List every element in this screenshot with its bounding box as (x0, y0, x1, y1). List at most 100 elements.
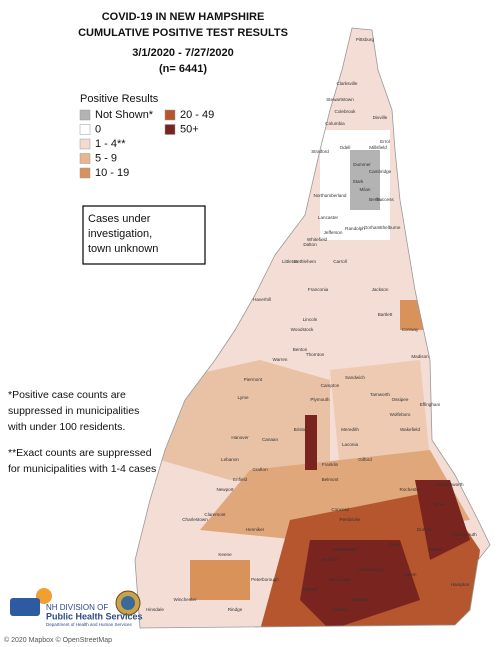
box-line: town unknown (88, 243, 158, 255)
town-label: Columbia (325, 121, 345, 126)
town-label: Franklin (322, 462, 339, 467)
town-label: Lancaster (318, 215, 339, 220)
town-label: Charlestown (182, 517, 208, 522)
box-line: Cases under (88, 213, 151, 225)
box-text: Cases under investigation, town unknown (88, 213, 158, 255)
legend-label: Not Shown* (95, 109, 154, 121)
town-label: Somersworth (436, 482, 464, 487)
town-label: Franconia (308, 287, 329, 292)
logo-line: Public Health Services (46, 611, 143, 621)
town-label: Conway (402, 327, 419, 332)
town-label: Tamworth (370, 392, 390, 397)
legend-title: Positive Results (80, 93, 159, 105)
town-label: Shelburne (380, 225, 401, 230)
town-label: Canaan (262, 437, 279, 442)
town-label: Grafton (252, 467, 268, 472)
town-label: Salem (403, 572, 416, 577)
notes: *Positive case counts are suppressed in m… (7, 389, 156, 475)
town-label: Berlin (369, 197, 381, 202)
town-label: Bristol (294, 427, 307, 432)
town-label: Manchester (333, 547, 357, 552)
town-label: Pembroke (340, 517, 361, 522)
town-label: Jackson (372, 287, 389, 292)
town-label: Henniker (246, 527, 265, 532)
town-label: Pittsburg (356, 37, 375, 42)
town-label: Carroll (333, 259, 347, 264)
town-label: Rindge (228, 607, 243, 612)
town-label: Gilford (358, 457, 372, 462)
town-label: Bedford (322, 557, 339, 562)
town-label: Portsmouth (453, 532, 477, 537)
town-label: Peterborough (251, 577, 279, 582)
town-label: Cambridge (369, 169, 392, 174)
town-label: Gorham (364, 225, 381, 230)
town-label: Rochester (400, 487, 421, 492)
legend-swatch (79, 138, 91, 150)
town-label: Meredith (341, 427, 359, 432)
town-label: Colebrook (335, 109, 357, 114)
town-label: Dummer (353, 162, 371, 167)
town-label: Milford (303, 587, 317, 592)
town-label: Winchester (174, 597, 197, 602)
town-label: Wolfeboro (390, 412, 411, 417)
title-line: 3/1/2020 - 7/27/2020 (132, 47, 234, 59)
logo-line: Department of Health and Human Services (46, 622, 133, 627)
note-line: with under 100 residents. (7, 421, 125, 433)
legend: Positive Results Not Shown* 0 1 - 4** 5 - 9… (79, 93, 214, 179)
town-label: Hampton (451, 582, 470, 587)
town-label: Errol (380, 139, 390, 144)
town-label: Lincoln (303, 317, 318, 322)
town-label: Keene (218, 552, 232, 557)
town-label: Derry (389, 542, 401, 547)
town-label: Madison (411, 354, 429, 359)
town-label: Odell (340, 145, 351, 150)
town-label: Millsfield (369, 145, 387, 150)
town-label: Dixville (373, 115, 388, 120)
legend-swatch (164, 124, 176, 135)
town-label: Dover (434, 502, 447, 507)
title-line: (n= 6441) (159, 63, 207, 75)
town-label: Durham (417, 527, 434, 532)
town-label: Jefferson (324, 230, 343, 235)
legend-label: 20 - 49 (180, 109, 214, 121)
town-label: Plymouth (310, 397, 330, 402)
town-label: Haverhill (253, 297, 271, 302)
town-label: Woodstock (291, 327, 314, 332)
town-label: Merrimack (329, 577, 351, 582)
town-label: Enfield (233, 477, 247, 482)
legend-swatch (79, 109, 91, 121)
legend-label: 1 - 4** (95, 138, 126, 150)
town-label: Newport (216, 487, 234, 492)
note-line: *Positive case counts are (8, 389, 126, 401)
logo: NH DIVISION OF Public Health Services De… (10, 588, 143, 627)
title-group: COVID-19 IN NEW HAMPSHIRE CUMULATIVE POSI… (78, 11, 288, 75)
legend-swatch (164, 109, 176, 121)
town-label: Hudson (352, 597, 368, 602)
town-label: Benton (293, 347, 308, 352)
town-label: Whitefield (307, 237, 328, 242)
town-label: Lebanon (221, 457, 239, 462)
town-label: Ossipee (392, 397, 409, 402)
town-label: Bethlehem (294, 259, 316, 264)
attribution: © 2020 Mapbox © OpenStreetMap (4, 636, 112, 644)
town-label: Concord (331, 507, 349, 512)
legend-swatch (79, 153, 91, 164)
town-label: Londonderry (357, 567, 383, 572)
town-label: Dalton (303, 242, 317, 247)
town-label: Wakefield (400, 427, 420, 432)
town-label: Littleton (282, 259, 299, 264)
town-label: Hanover (231, 435, 249, 440)
logo-line: NH DIVISION OF (46, 603, 108, 612)
note-line: suppressed in municipalities (8, 405, 139, 417)
legend-label: 10 - 19 (95, 167, 129, 179)
town-label: Belmont (322, 477, 340, 482)
town-label: Laconia (342, 442, 359, 447)
town-label: Milan (360, 187, 371, 192)
town-label: Campton (321, 383, 340, 388)
title-line: CUMULATIVE POSITIVE TEST RESULTS (78, 27, 288, 39)
town-label: Clarksville (337, 81, 358, 86)
town-label: Piermont (244, 377, 263, 382)
unknown-box (82, 205, 206, 265)
